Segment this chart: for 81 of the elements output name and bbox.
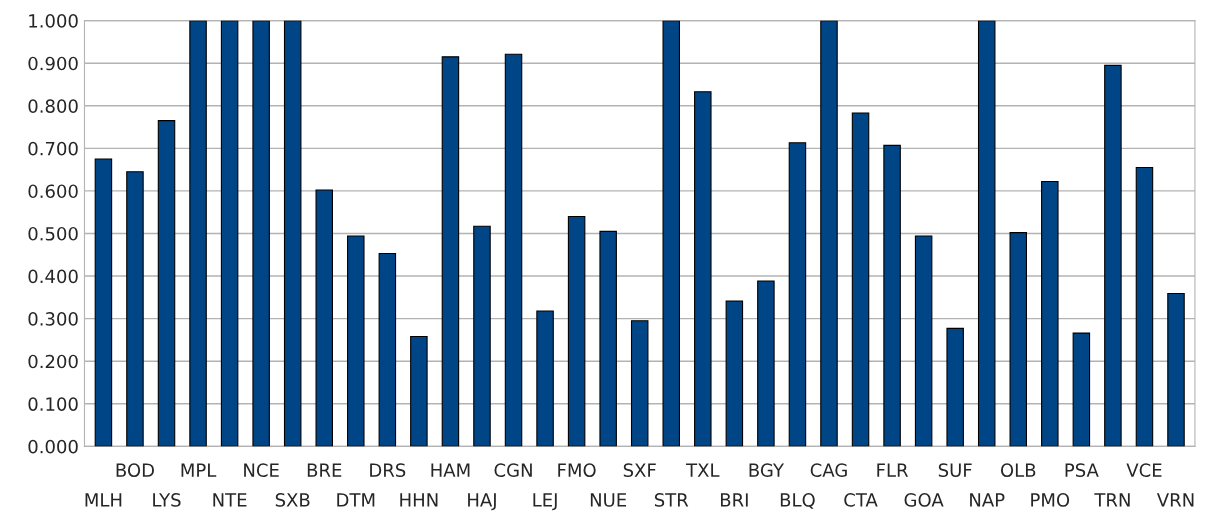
x-tick-label: BRI (720, 493, 748, 507)
x-tick-label: SXF (623, 463, 656, 477)
bar (1135, 166, 1154, 447)
bar (347, 235, 365, 447)
bar (410, 335, 428, 447)
x-tick-label: BRE (307, 463, 342, 477)
bar (378, 252, 397, 447)
x-tick-label: NCE (244, 463, 279, 477)
x-tick-label: MLH (85, 493, 122, 507)
bar (977, 20, 996, 447)
y-tick-label: 0.500 (28, 226, 78, 241)
y-tick-label: 0.000 (28, 439, 78, 454)
x-tick-label: PMO (1031, 493, 1070, 507)
x-tick-label: SXB (275, 493, 310, 507)
x-tick-label: HAM (431, 463, 470, 477)
bar (157, 120, 176, 447)
bar (757, 280, 775, 447)
bar (1041, 180, 1059, 447)
x-tick-label: HAJ (468, 493, 496, 511)
x-tick-label: FMO (558, 463, 596, 477)
x-tick-label: HHN (400, 493, 438, 507)
x-tick-label: MPL (181, 463, 217, 477)
y-tick-label: 0.200 (28, 354, 78, 369)
x-tick-label: NUE (590, 493, 627, 507)
y-tick-label: 0.400 (28, 269, 78, 284)
bar (252, 20, 270, 447)
x-tick-label: GOA (904, 493, 944, 507)
bar (630, 320, 649, 447)
x-tick-label: CGN (494, 463, 532, 477)
x-tick-label: SUF (938, 463, 972, 477)
x-tick-label: LYS (153, 493, 181, 507)
x-tick-label: PSA (1065, 463, 1099, 477)
bar (788, 142, 807, 447)
x-tick-label: TXL (686, 463, 720, 477)
y-tick-label: 0.700 (28, 141, 78, 156)
x-tick-label: CTA (844, 493, 878, 507)
bar (94, 158, 113, 447)
x-tick-label: BGY (749, 463, 785, 477)
bar (220, 20, 239, 447)
bar (820, 20, 838, 447)
x-tick-label: DTM (337, 493, 375, 507)
bar (315, 189, 334, 447)
y-tick-label: 0.100 (28, 397, 78, 411)
x-tick-label: VRN (1156, 493, 1194, 507)
bar (283, 20, 302, 447)
x-tick-label: NTE (213, 493, 247, 507)
bar (851, 112, 870, 447)
bar (946, 327, 964, 447)
bar (1167, 292, 1185, 447)
x-tick-label: VCE (1126, 463, 1162, 477)
x-tick-label: LEJ (533, 493, 557, 511)
bar (1072, 332, 1091, 447)
y-tick-label: 0.600 (28, 184, 78, 199)
y-tick-label: 0.800 (28, 99, 78, 113)
bar (504, 53, 523, 447)
bar (1009, 232, 1028, 447)
x-tick-label: BOD (116, 463, 154, 477)
x-tick-label: STR (654, 493, 689, 507)
bar (662, 20, 681, 447)
bar (725, 300, 744, 447)
bar (567, 215, 586, 447)
bar (126, 171, 144, 447)
y-tick-label: 0.900 (28, 56, 78, 71)
x-tick-label: OLB (1000, 463, 1036, 477)
bar (441, 56, 460, 447)
bar (536, 310, 554, 447)
bar (914, 235, 933, 447)
x-tick-label: TRN (1094, 493, 1130, 507)
bar (189, 20, 207, 447)
x-tick-label: FLR (877, 463, 909, 477)
x-tick-label: NAP (970, 493, 1005, 507)
bar (883, 144, 901, 447)
x-tick-label: BLQ (780, 493, 815, 509)
bar (694, 91, 712, 447)
bar (473, 225, 491, 447)
x-tick-label: DRS (370, 463, 406, 477)
x-tick-label: CAG (810, 463, 847, 477)
y-tick-label: 1.000 (29, 14, 78, 28)
y-tick-label: 0.300 (28, 312, 78, 326)
bar (1104, 64, 1122, 447)
bar (599, 230, 617, 447)
